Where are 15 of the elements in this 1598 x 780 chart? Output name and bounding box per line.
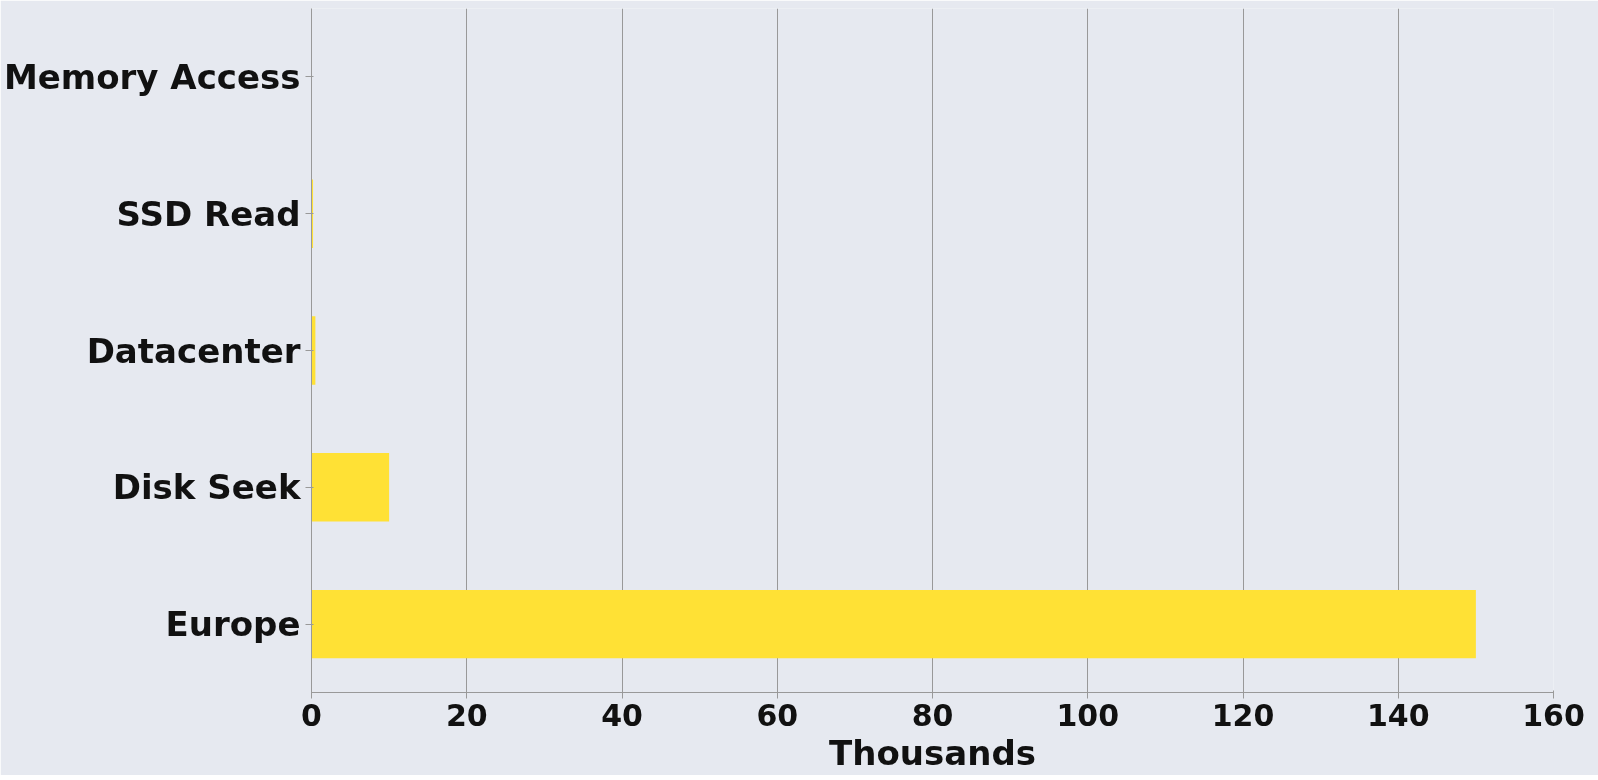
x-tick-label: 160 [1522, 697, 1585, 733]
y-tick-label: Disk Seek [112, 467, 302, 508]
y-tick-label: Datacenter [86, 330, 301, 371]
x-tick-label: 60 [756, 697, 799, 733]
x-tick-label: 80 [911, 697, 954, 733]
x-axis-title: Thousands [829, 732, 1036, 773]
x-tick-label: 20 [445, 697, 488, 733]
x-tick-label: 100 [1056, 697, 1120, 733]
y-tick-label: SSD Read [116, 193, 301, 234]
y-tick-label: Memory Access [3, 56, 301, 97]
x-tick-label: 140 [1366, 697, 1430, 733]
x-tick-label: 40 [601, 697, 643, 733]
x-tick-label: 120 [1211, 697, 1275, 733]
x-tick-label: 0 [301, 697, 322, 733]
y-tick-label: Europe [165, 604, 301, 645]
